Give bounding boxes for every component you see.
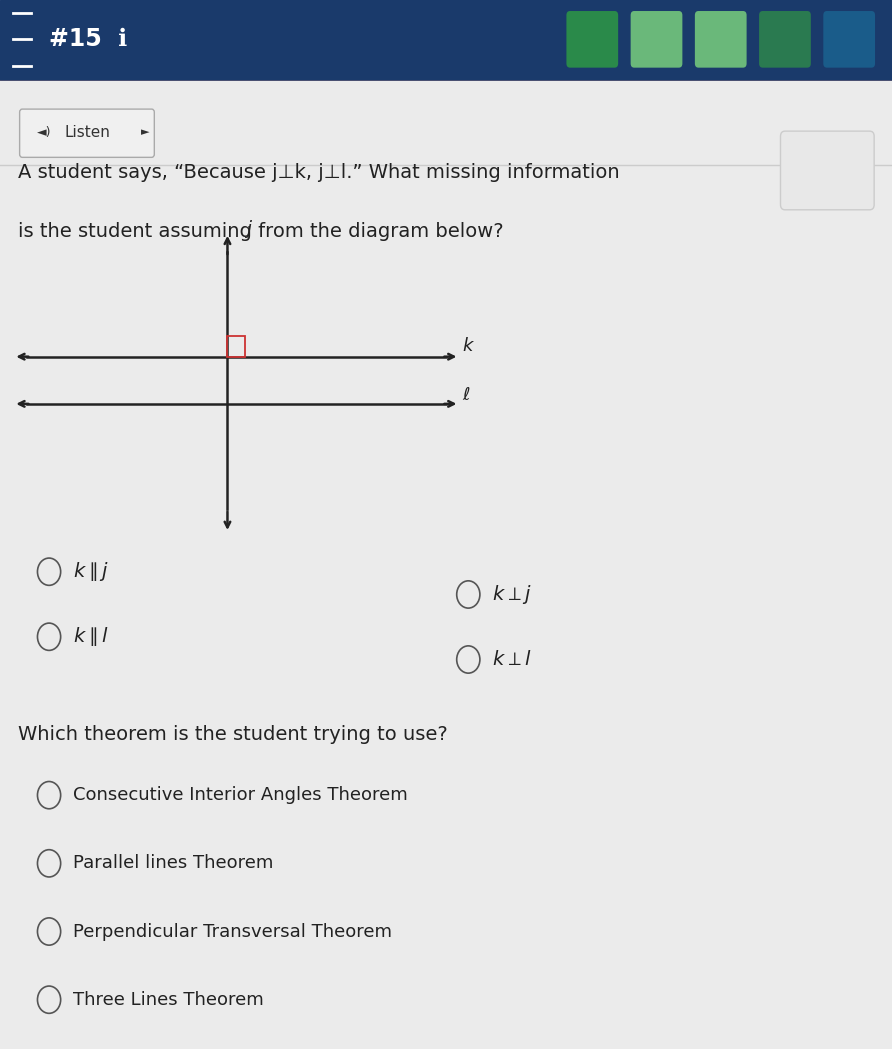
FancyBboxPatch shape (823, 12, 875, 67)
Text: $k$: $k$ (462, 337, 475, 356)
Text: Listen: Listen (64, 125, 110, 140)
Text: A student says, “Because j⊥k, j⊥l.” What missing information: A student says, “Because j⊥k, j⊥l.” What… (18, 163, 619, 181)
Text: $j$: $j$ (244, 218, 252, 239)
Text: Which theorem is the student trying to use?: Which theorem is the student trying to u… (18, 725, 448, 744)
Text: $k\parallel l$: $k\parallel l$ (73, 625, 109, 648)
Text: $k\perp j$: $k\perp j$ (492, 583, 533, 606)
Bar (0, 0, 892, 79)
Text: Perpendicular Transversal Theorem: Perpendicular Transversal Theorem (73, 922, 392, 941)
Text: ►: ► (141, 127, 150, 137)
Text: $k\parallel j$: $k\parallel j$ (73, 560, 109, 583)
Text: is the student assuming from the diagram below?: is the student assuming from the diagram… (18, 222, 503, 241)
FancyBboxPatch shape (759, 12, 811, 67)
Text: #15  ℹ: #15 ℹ (49, 27, 128, 51)
Text: Parallel lines Theorem: Parallel lines Theorem (73, 854, 274, 873)
Text: Consecutive Interior Angles Theorem: Consecutive Interior Angles Theorem (73, 786, 408, 805)
FancyBboxPatch shape (695, 12, 747, 67)
Bar (227, 336, 245, 357)
Text: $k\perp l$: $k\perp l$ (492, 650, 533, 669)
FancyBboxPatch shape (566, 12, 618, 67)
Text: $\ell$: $\ell$ (462, 386, 471, 405)
FancyBboxPatch shape (20, 109, 154, 157)
FancyBboxPatch shape (780, 131, 874, 210)
Text: Three Lines Theorem: Three Lines Theorem (73, 990, 264, 1009)
Text: ◄): ◄) (37, 126, 52, 138)
FancyBboxPatch shape (631, 12, 682, 67)
